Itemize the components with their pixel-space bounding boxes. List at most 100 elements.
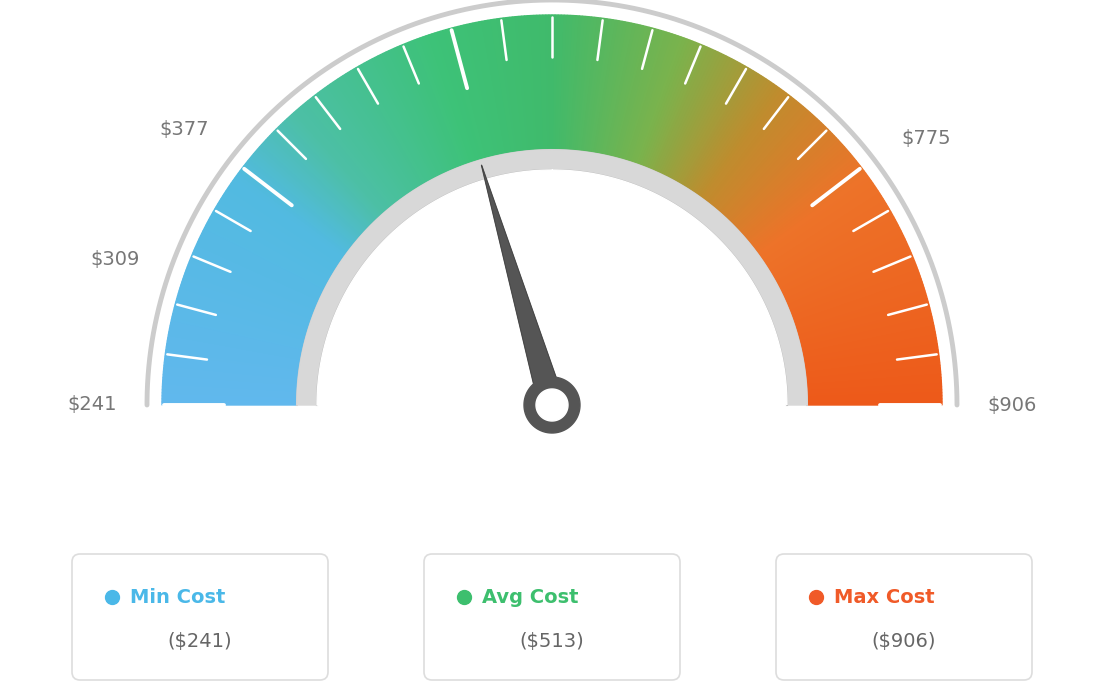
- Polygon shape: [795, 284, 924, 328]
- Polygon shape: [665, 55, 726, 177]
- Polygon shape: [619, 29, 658, 159]
- Polygon shape: [771, 204, 888, 275]
- Polygon shape: [330, 82, 408, 195]
- Polygon shape: [403, 43, 456, 170]
- Polygon shape: [318, 91, 401, 201]
- Polygon shape: [804, 344, 937, 367]
- Polygon shape: [381, 53, 442, 176]
- Polygon shape: [167, 344, 300, 367]
- Polygon shape: [426, 35, 471, 164]
- Polygon shape: [181, 282, 310, 326]
- Polygon shape: [296, 108, 386, 213]
- Polygon shape: [524, 377, 580, 433]
- Polygon shape: [343, 74, 417, 190]
- Polygon shape: [719, 110, 810, 214]
- Polygon shape: [797, 299, 928, 337]
- Polygon shape: [566, 16, 576, 150]
- Polygon shape: [654, 47, 710, 172]
- Polygon shape: [531, 15, 540, 150]
- Polygon shape: [754, 166, 862, 250]
- Polygon shape: [493, 19, 516, 152]
- Polygon shape: [807, 386, 942, 395]
- Text: $309: $309: [91, 250, 140, 269]
- Polygon shape: [197, 241, 320, 300]
- Polygon shape: [690, 77, 766, 192]
- Polygon shape: [734, 131, 832, 228]
- Polygon shape: [737, 138, 838, 232]
- Polygon shape: [476, 22, 505, 155]
- Polygon shape: [554, 15, 559, 150]
- FancyBboxPatch shape: [424, 554, 680, 680]
- Polygon shape: [162, 380, 297, 391]
- Polygon shape: [805, 356, 940, 375]
- Polygon shape: [570, 16, 583, 151]
- Polygon shape: [190, 259, 316, 311]
- Polygon shape: [677, 65, 745, 184]
- Text: $241: $241: [67, 395, 117, 415]
- Polygon shape: [183, 276, 311, 322]
- Polygon shape: [216, 204, 333, 275]
- Polygon shape: [163, 371, 298, 385]
- Polygon shape: [606, 23, 637, 156]
- Polygon shape: [306, 101, 393, 207]
- Polygon shape: [162, 396, 297, 401]
- Polygon shape: [752, 164, 860, 248]
- Polygon shape: [326, 86, 405, 197]
- Polygon shape: [669, 59, 734, 179]
- Polygon shape: [721, 112, 813, 215]
- Polygon shape: [162, 386, 297, 395]
- Polygon shape: [732, 129, 830, 226]
- Polygon shape: [428, 34, 474, 163]
- Polygon shape: [236, 173, 347, 255]
- Polygon shape: [340, 76, 415, 190]
- Polygon shape: [799, 308, 931, 344]
- Polygon shape: [244, 164, 352, 248]
- Polygon shape: [167, 341, 300, 365]
- Polygon shape: [267, 136, 368, 230]
- Polygon shape: [195, 244, 319, 302]
- Polygon shape: [233, 178, 344, 258]
- Polygon shape: [440, 30, 481, 161]
- Polygon shape: [562, 15, 571, 150]
- Polygon shape: [804, 338, 936, 363]
- Polygon shape: [807, 380, 942, 391]
- Polygon shape: [800, 317, 933, 349]
- Polygon shape: [163, 365, 298, 381]
- Polygon shape: [231, 181, 343, 260]
- Polygon shape: [512, 17, 528, 151]
- Polygon shape: [328, 84, 407, 197]
- Polygon shape: [543, 15, 548, 150]
- Polygon shape: [584, 18, 604, 152]
- Polygon shape: [310, 97, 395, 205]
- Polygon shape: [264, 140, 364, 233]
- Polygon shape: [622, 30, 661, 160]
- Polygon shape: [638, 38, 687, 166]
- Polygon shape: [744, 150, 849, 239]
- Polygon shape: [412, 40, 461, 167]
- Polygon shape: [615, 27, 652, 159]
- Polygon shape: [807, 384, 942, 393]
- Polygon shape: [572, 16, 585, 151]
- Polygon shape: [162, 384, 297, 393]
- Polygon shape: [710, 99, 796, 206]
- Polygon shape: [164, 362, 298, 379]
- Polygon shape: [772, 206, 889, 277]
- Polygon shape: [170, 326, 302, 355]
- Polygon shape: [789, 262, 915, 313]
- Polygon shape: [749, 157, 854, 244]
- Polygon shape: [169, 329, 301, 357]
- Text: Max Cost: Max Cost: [834, 588, 935, 607]
- Polygon shape: [666, 56, 729, 178]
- Polygon shape: [168, 332, 301, 359]
- Polygon shape: [220, 199, 336, 272]
- Polygon shape: [386, 51, 445, 175]
- Polygon shape: [649, 45, 704, 170]
- Polygon shape: [764, 188, 878, 265]
- Polygon shape: [533, 15, 542, 150]
- Polygon shape: [590, 19, 613, 153]
- Polygon shape: [588, 19, 611, 152]
- Polygon shape: [762, 184, 874, 262]
- Polygon shape: [464, 24, 497, 157]
- Polygon shape: [166, 353, 299, 373]
- Polygon shape: [280, 123, 376, 222]
